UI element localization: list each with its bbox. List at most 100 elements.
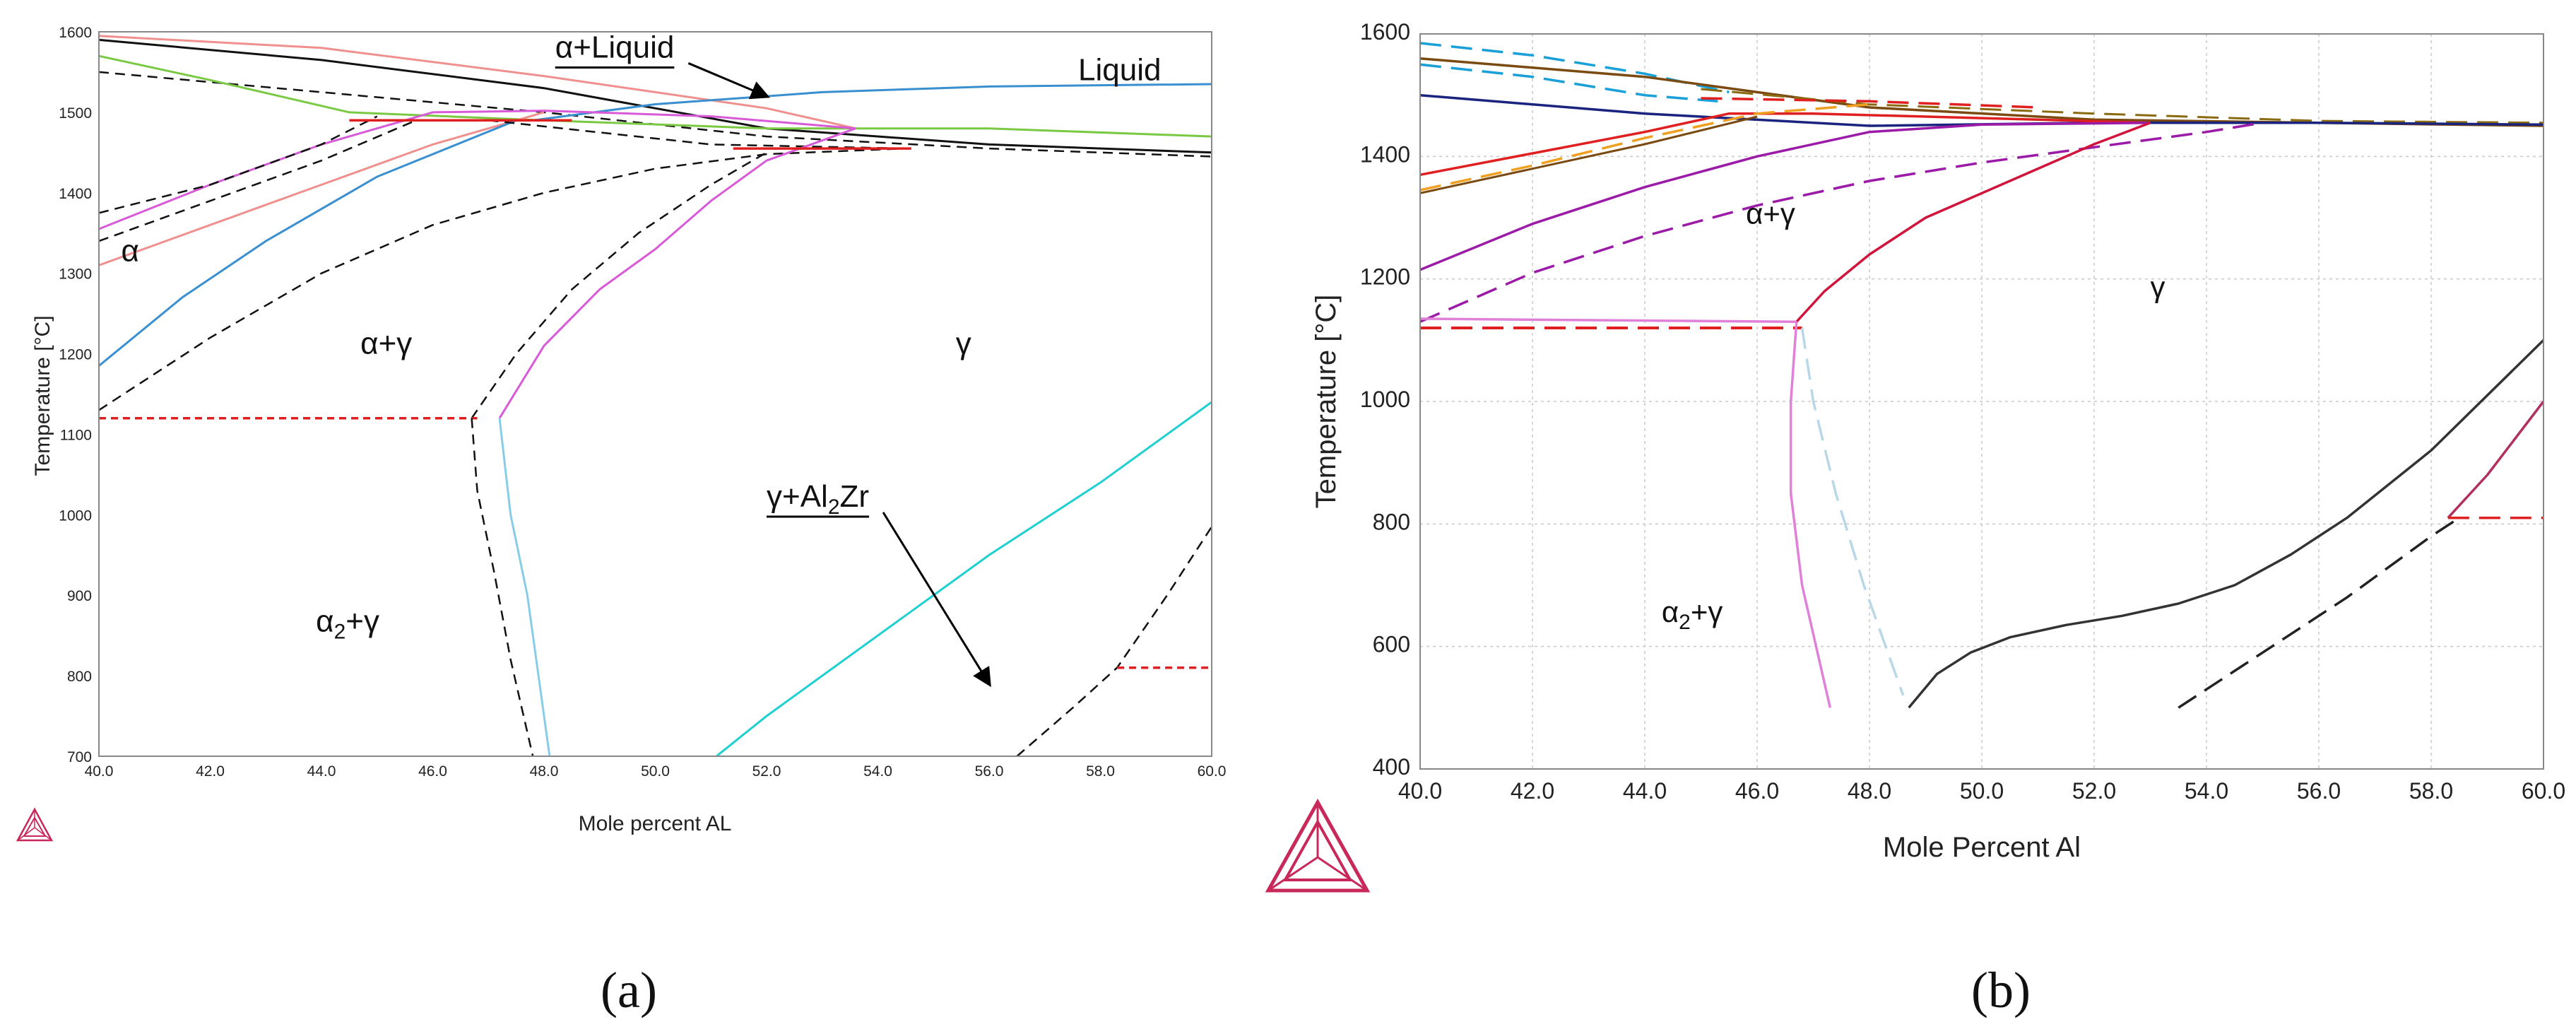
x-tick-label: 54.0: [863, 763, 892, 780]
series-alpha-salmon-low: [98, 111, 545, 266]
region-labels-b: α+γ γ α2+γ: [1662, 197, 2166, 634]
region-label: γ: [2151, 271, 2166, 304]
plot-frame-a: [98, 31, 1212, 757]
annotation-arrow: [687, 62, 770, 100]
plot-area-a: [99, 32, 1212, 756]
y-tick-label: 1100: [60, 427, 92, 443]
x-tick-label: 60.0: [1198, 763, 1227, 780]
x-axis-label-a: Mole percent AL: [579, 812, 732, 835]
x-axis-label-b: Mole Percent Al: [1883, 832, 2081, 863]
series-liquid-salmon: [98, 35, 856, 130]
y-tick-label: 600: [1373, 632, 1410, 657]
region-label: α: [122, 234, 139, 269]
x-tick-label: 46.0: [1735, 778, 1779, 804]
tick-labels-b: 40.0 42.0 44.0 46.0 48.0 50.0 52.0 54.0 56.0 58.0…: [1360, 19, 2565, 804]
series-black-solid-al2zr: [1908, 339, 2545, 709]
y-tick-label: 900: [67, 588, 92, 604]
series-purple-dashed: [1419, 121, 2263, 323]
x-tick-label: 52.0: [2072, 778, 2116, 804]
x-tick-label: 58.0: [2409, 778, 2453, 804]
region-label: α+γ: [360, 327, 412, 361]
y-tick-label: 1400: [59, 186, 92, 202]
series-cyan-dashed-top: [1419, 42, 1730, 94]
series-lightblue-dashed-alpha2: [1800, 327, 1905, 696]
series-red-solid-upper: [1419, 112, 2151, 177]
series-dashed-black-gamma-boundary: [471, 151, 767, 419]
annotation-label: γ+Al2Zr: [767, 479, 869, 519]
x-tick-label: 40.0: [1398, 778, 1442, 804]
series-purple-solid: [1419, 121, 2151, 271]
panel-label-a: (a): [601, 962, 657, 1018]
series-liquidus-solid-black: [98, 38, 1212, 154]
logo-triangle-outer-b: [1265, 798, 1371, 893]
y-axis-label-a: Temperature [°C]: [31, 315, 54, 476]
series-group-b: [1419, 42, 2545, 709]
series-cyan-dashed-second: [1419, 63, 1718, 103]
series-rose-solid-top: [2447, 400, 2545, 519]
x-tick-label: 44.0: [307, 763, 336, 780]
region-label: α2+γ: [316, 604, 379, 643]
y-tick-label: 1000: [1360, 387, 1410, 412]
region-label: α2+γ: [1662, 595, 1723, 634]
region-label: γ: [956, 327, 971, 361]
y-tick-label: 700: [67, 749, 92, 765]
x-tick-label: 48.0: [530, 763, 559, 780]
x-tick-label: 40.0: [85, 763, 114, 780]
thermo-calc-logo-a: [16, 807, 54, 842]
annotations-a: α+Liquid γ+Al2Zr: [555, 30, 991, 688]
logo-triangle-spokes-b: [1268, 802, 1368, 892]
tick-labels-a: 40.0 42.0 44.0 46.0 48.0 50.0 52.0 54.0 56.0 58.0…: [59, 25, 1226, 780]
y-tick-label: 800: [1373, 509, 1410, 534]
series-brown-solid-lower: [1419, 115, 1758, 194]
region-label: Liquid: [1078, 52, 1161, 87]
y-tick-label: 1400: [1360, 141, 1410, 167]
x-tick-label: 46.0: [418, 763, 447, 780]
x-tick-label: 44.0: [1623, 778, 1667, 804]
series-dashed-black-alpha-gamma: [98, 147, 906, 411]
thermo-calc-logo-b: [1265, 798, 1371, 893]
series-group-a: [98, 35, 1213, 758]
y-tick-label: 800: [67, 669, 92, 685]
annotation-arrow: [882, 512, 991, 688]
logo-triangle-inner-a: [23, 816, 47, 837]
series-orange-dashed: [1419, 102, 1870, 192]
logo-triangle-outer-a: [16, 807, 54, 842]
series-black-dashed-al2zr: [2178, 517, 2460, 709]
x-tick-label: 58.0: [1086, 763, 1115, 780]
y-tick-label: 1600: [59, 25, 92, 41]
y-axis-label-b: Temperature [°C]: [1311, 295, 1342, 509]
x-tick-label: 56.0: [2297, 778, 2341, 804]
series-magenta-gamma-boundary: [498, 127, 856, 419]
x-tick-label: 56.0: [975, 763, 1004, 780]
x-tick-label: 50.0: [1960, 778, 2004, 804]
x-tick-label: 42.0: [196, 763, 225, 780]
y-tick-label: 1200: [59, 347, 92, 363]
plot-frame-b: [1419, 33, 2544, 770]
y-tick-label: 1500: [59, 105, 92, 122]
logo-triangle-spokes-a: [17, 809, 52, 841]
y-tick-label: 1600: [1360, 19, 1410, 45]
x-tick-label: 54.0: [2185, 778, 2228, 804]
series-dashed-black-alpha2-boundary: [471, 418, 534, 757]
chart-panel-b: 40.0 42.0 44.0 46.0 48.0 50.0 52.0 54.0 56.0 58.0…: [1265, 19, 2565, 1018]
series-crimson-gamma-boundary: [1795, 122, 2151, 323]
series-dashed-black-alpha-1: [98, 115, 378, 214]
y-tick-label: 1200: [1360, 264, 1410, 290]
series-dashed-black-3: [488, 119, 906, 150]
series-red-dashed-1490: [1701, 97, 2038, 109]
chart-panel-a: 40.0 42.0 44.0 46.0 48.0 50.0 52.0 54.0 56.0 58.0…: [16, 25, 1226, 1018]
logo-triangle-inner-b: [1282, 818, 1353, 881]
y-tick-label: 1300: [59, 266, 92, 283]
y-tick-label: 400: [1373, 754, 1410, 780]
x-tick-label: 42.0: [1511, 778, 1554, 804]
region-label: α+γ: [1746, 197, 1795, 230]
annotation-label: α+Liquid: [555, 30, 675, 64]
series-alpha-blue-low: [98, 119, 517, 367]
series-pink-solid-1130: [1419, 317, 1797, 324]
x-tick-label: 52.0: [752, 763, 781, 780]
y-tick-label: 1000: [59, 507, 92, 524]
series-lightblue-alpha2-boundary: [498, 418, 551, 757]
x-tick-label: 48.0: [1848, 778, 1891, 804]
region-labels-a: Liquid α α+γ γ α2+γ: [122, 52, 1162, 643]
